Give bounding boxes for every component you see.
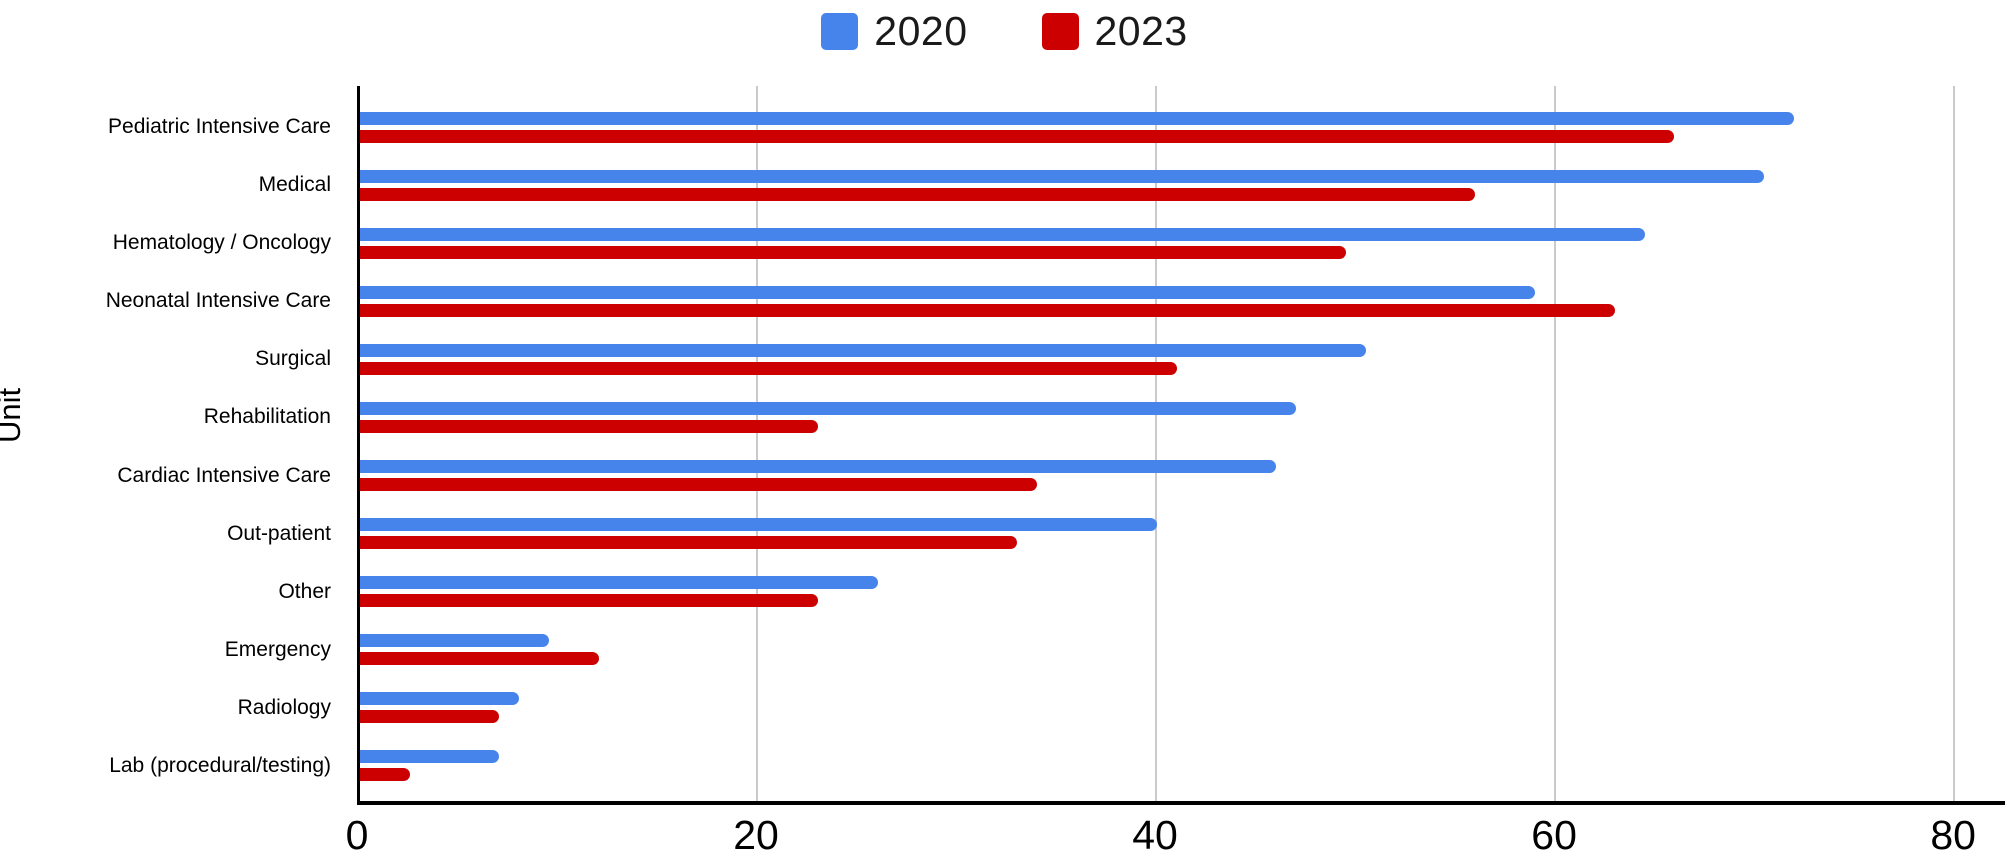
bar-2020-0[interactable] (360, 111, 1794, 125)
x-tick-label-40: 40 (1132, 812, 1178, 858)
bar-2020-2[interactable] (360, 227, 1645, 241)
legend-swatch-2023-icon (1041, 13, 1079, 50)
chart-row (360, 446, 2005, 504)
bar-2023-1[interactable] (360, 187, 1476, 201)
bar-2020-3[interactable] (360, 285, 1535, 299)
bar-2020-4[interactable] (360, 343, 1366, 357)
bar-2023-9[interactable] (360, 652, 599, 666)
chart-row (360, 563, 2005, 621)
legend-item-2023[interactable]: 2023 (1041, 8, 1188, 55)
bar-2023-2[interactable] (360, 245, 1346, 259)
category-label: Neonatal Intensive Care (105, 289, 331, 313)
y-axis-category-labels: Pediatric Intensive Care Medical Hematolog… (0, 98, 343, 795)
category-label: Out-patient (227, 521, 331, 545)
y-axis-line (357, 86, 360, 801)
legend-swatch-2020-icon (821, 13, 859, 50)
x-tick-label-20: 20 (733, 812, 779, 858)
gridline-x-60 (1554, 86, 1557, 801)
gridline-x-80 (1953, 86, 1956, 801)
category-label: Pediatric Intensive Care (108, 115, 331, 139)
legend-item-2020[interactable]: 2020 (821, 8, 967, 55)
category-label: Radiology (237, 695, 331, 719)
chart-row (360, 156, 2005, 214)
bar-rows (360, 98, 2005, 795)
x-tick-label-60: 60 (1531, 812, 1577, 858)
category-label: Surgical (255, 347, 331, 371)
bar-2023-6[interactable] (360, 478, 1038, 491)
bar-2020-11[interactable] (360, 750, 500, 764)
bar-2023-8[interactable] (360, 594, 819, 608)
bar-2020-8[interactable] (360, 576, 878, 590)
bar-2020-9[interactable] (360, 634, 550, 648)
gridline-x-20 (756, 86, 759, 801)
category-label: Rehabilitation (203, 405, 331, 429)
x-tick-label-80: 80 (1930, 812, 1976, 858)
category-label: Emergency (224, 637, 331, 661)
gridline-x-40 (1155, 86, 1158, 801)
category-label: Other (278, 579, 331, 603)
x-axis-tick-labels: 0 20 40 60 80 (346, 812, 2005, 862)
bar-2020-1[interactable] (360, 169, 1765, 183)
bar-2020-6[interactable] (360, 460, 1277, 473)
bar-2020-10[interactable] (360, 692, 520, 706)
x-tick-label-0: 0 (345, 812, 369, 858)
bar-2023-11[interactable] (360, 768, 410, 782)
legend-label-2020: 2020 (874, 8, 968, 54)
chart-row (360, 679, 2005, 737)
category-label: Lab (procedural/testing) (109, 753, 331, 777)
bar-2023-3[interactable] (360, 303, 1615, 317)
category-label: Hematology / Oncology (112, 231, 331, 255)
legend-label-2023: 2023 (1094, 8, 1188, 54)
bar-2023-0[interactable] (360, 129, 1675, 143)
bar-2020-5[interactable] (360, 401, 1297, 415)
chart-row (360, 388, 2005, 446)
chart-row (360, 737, 2005, 795)
plot-area (357, 86, 2005, 805)
category-label: Cardiac Intensive Care (117, 463, 331, 487)
bar-2023-7[interactable] (360, 536, 1018, 550)
bar-2023-5[interactable] (360, 419, 819, 433)
category-label: Medical (258, 173, 331, 197)
chart-row (360, 621, 2005, 679)
chart-row (360, 272, 2005, 330)
bar-2023-10[interactable] (360, 710, 500, 724)
chart-row (360, 214, 2005, 272)
bar-2023-4[interactable] (360, 361, 1177, 375)
chart-row (360, 98, 2005, 156)
chart-legend: 2020 2023 (0, 8, 2009, 55)
bar-2020-7[interactable] (360, 518, 1157, 532)
chart-row (360, 330, 2005, 388)
chart-row (360, 505, 2005, 563)
